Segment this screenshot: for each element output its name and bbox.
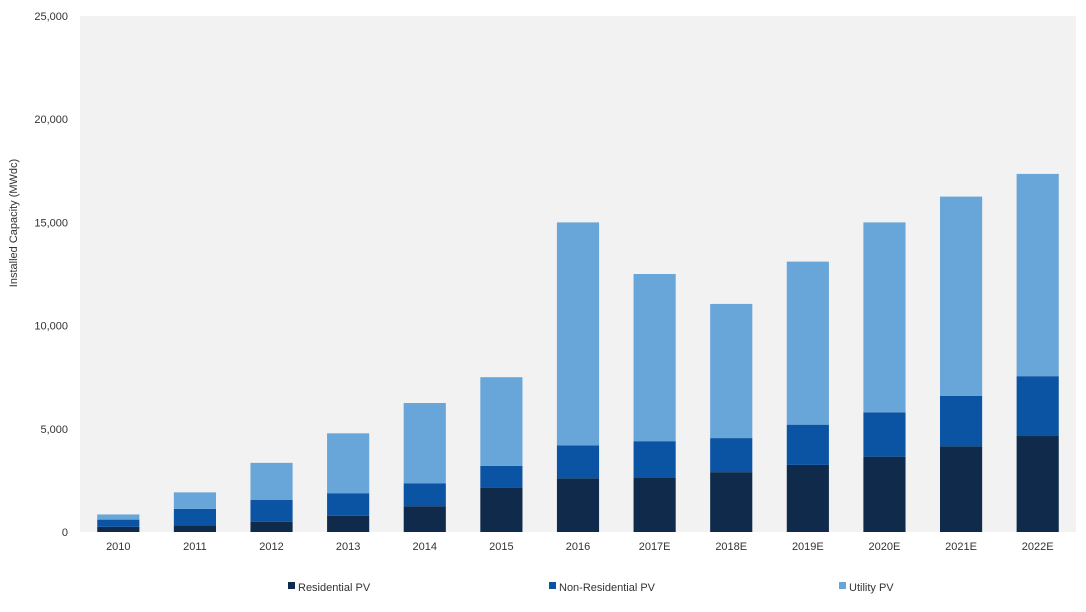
x-tick-label: 2019E (792, 541, 824, 553)
y-axis-label: Installed Capacity (MWdc) (8, 159, 20, 287)
x-tick-label: 2020E (869, 541, 901, 553)
bar-segment-non-residential-pv-2012 (250, 500, 293, 522)
bar-segment-residential-pv-2017e (633, 477, 676, 532)
bar-segment-residential-pv-2014 (403, 506, 446, 532)
y-tick-label: 0 (62, 527, 68, 539)
legend-label: Residential PV (298, 582, 371, 594)
bar-segment-utility-pv-2015 (480, 377, 523, 466)
x-tick-label: 2013 (336, 541, 360, 553)
bar-segment-residential-pv-2020e (863, 456, 906, 532)
bar-segment-residential-pv-2013 (327, 515, 370, 532)
x-tick-label: 2022E (1022, 541, 1054, 553)
x-tick-label: 2011 (183, 541, 207, 553)
y-tick-label: 10,000 (34, 321, 68, 333)
y-tick-label: 25,000 (34, 11, 68, 23)
bar-segment-non-residential-pv-2021e (940, 395, 983, 447)
bar-segment-non-residential-pv-2013 (327, 493, 370, 516)
bar-segment-utility-pv-2020e (863, 222, 906, 413)
bar-segment-non-residential-pv-2018e (710, 438, 753, 473)
bar-segment-utility-pv-2014 (403, 403, 446, 484)
bars-layer (97, 173, 1059, 532)
bar-segment-non-residential-pv-2010 (97, 519, 140, 527)
legend: Residential PV Non-Residential PV Utility … (288, 582, 894, 594)
bar-segment-utility-pv-2012 (250, 462, 293, 501)
bar-segment-residential-pv-2022e (1016, 436, 1059, 532)
legend-swatch (288, 582, 295, 589)
bar-segment-non-residential-pv-2017e (633, 441, 676, 478)
legend-label: Non-Residential PV (559, 582, 656, 594)
bar-segment-residential-pv-2018e (710, 472, 753, 532)
bar-segment-residential-pv-2016 (556, 478, 600, 532)
bar-segment-utility-pv-2018e (710, 303, 753, 439)
y-tick-label: 5,000 (40, 424, 68, 436)
bar-segment-utility-pv-2013 (327, 433, 370, 494)
x-tick-label: 2017E (639, 541, 671, 553)
bar-segment-residential-pv-2012 (250, 521, 293, 532)
legend-swatch (549, 582, 556, 589)
bar-segment-residential-pv-2015 (480, 487, 523, 532)
y-tick-label: 20,000 (34, 114, 68, 126)
y-tick-label: 15,000 (34, 217, 68, 229)
y-axis: 0 5,000 10,000 15,000 20,000 25,000 (34, 11, 68, 539)
bar-segment-utility-pv-2017e (633, 274, 676, 442)
bar-segment-non-residential-pv-2020e (863, 412, 906, 457)
legend-label: Utility PV (849, 582, 894, 594)
x-tick-label: 2014 (413, 541, 437, 553)
bar-segment-residential-pv-2011 (173, 525, 216, 532)
x-tick-label: 2012 (259, 541, 283, 553)
bar-segment-utility-pv-2019e (786, 261, 829, 425)
bar-segment-utility-pv-2016 (556, 222, 600, 446)
bar-segment-utility-pv-2021e (940, 196, 983, 396)
bar-segment-non-residential-pv-2019e (786, 424, 829, 465)
bar-segment-utility-pv-2022e (1016, 173, 1059, 377)
x-tick-label: 2010 (106, 541, 130, 553)
bar-segment-non-residential-pv-2022e (1016, 376, 1059, 437)
x-tick-label: 2015 (489, 541, 513, 553)
bar-segment-residential-pv-2021e (940, 446, 983, 532)
bar-segment-residential-pv-2019e (786, 464, 829, 532)
x-tick-label: 2018E (715, 541, 747, 553)
bar-segment-non-residential-pv-2014 (403, 483, 446, 507)
x-tick-label: 2016 (566, 541, 590, 553)
legend-swatch (839, 582, 846, 589)
bar-segment-utility-pv-2010 (97, 514, 140, 520)
bar-segment-residential-pv-2010 (97, 526, 140, 532)
bar-segment-non-residential-pv-2016 (556, 445, 600, 479)
bar-segment-utility-pv-2011 (173, 492, 216, 509)
bar-segment-non-residential-pv-2015 (480, 465, 523, 488)
x-tick-label: 2021E (945, 541, 977, 553)
x-axis: 2010 2011 2012 2013 2014 2015 2016 2017E 2018E 20… (106, 541, 1054, 553)
bar-segment-non-residential-pv-2011 (173, 508, 216, 526)
